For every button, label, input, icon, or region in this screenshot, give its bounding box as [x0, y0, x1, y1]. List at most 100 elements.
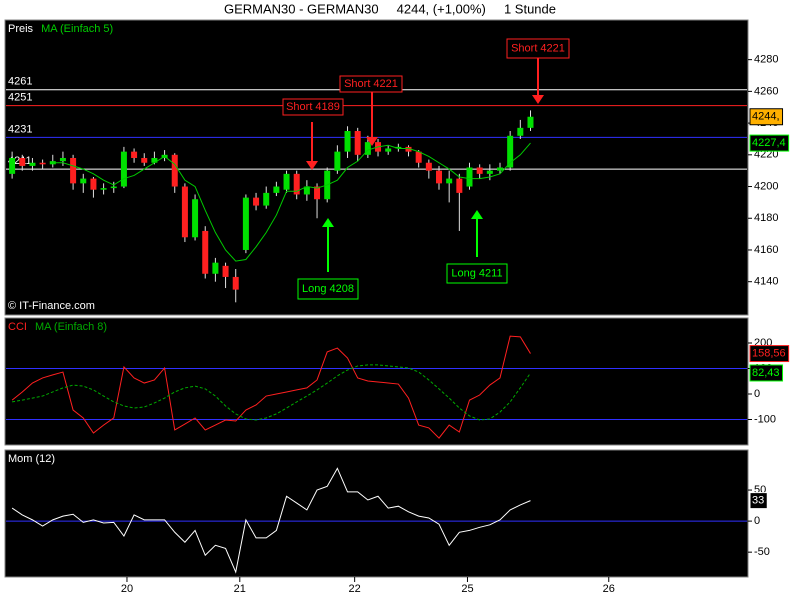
candle-body [9, 157, 16, 174]
candle-body [29, 162, 36, 166]
candle-body [507, 135, 514, 168]
candle-body [436, 170, 443, 184]
candle-body [486, 170, 493, 174]
value-badge-label: 33 [752, 495, 764, 507]
candle-body [110, 186, 117, 189]
legend-label: Mom (12) [8, 453, 55, 465]
series-line [11, 467, 531, 574]
value-badge [749, 492, 768, 510]
candle-body [283, 173, 290, 190]
candle-body [476, 167, 483, 174]
x-tick-label: 25 [461, 583, 473, 595]
legend-label: MA (Einfach 5) [41, 23, 113, 35]
candle-body [212, 262, 219, 274]
value-badge-label: 4227,4 [752, 137, 786, 149]
legend-label: MA (Einfach 8) [35, 321, 107, 333]
annotation-label: Long 4211 [451, 267, 502, 279]
candle-body [181, 186, 188, 238]
candle-body [456, 178, 463, 193]
candle-body [253, 197, 260, 206]
x-tick-label: 26 [603, 583, 615, 595]
candle-body [202, 230, 209, 274]
candle-body [334, 151, 341, 171]
candle-body [303, 186, 310, 195]
candle-body [344, 131, 351, 152]
annotation-label: Short 4221 [344, 78, 398, 90]
candle-body [80, 178, 87, 184]
value-badge [749, 134, 790, 152]
candle-body [466, 167, 473, 187]
candle-body [415, 151, 422, 163]
y-tick-label: 4160 [754, 244, 778, 256]
candle-body [192, 199, 199, 238]
y-tick-label: 4260 [754, 85, 778, 97]
legend-label: Preis [8, 23, 34, 35]
annotation-arrowhead [471, 210, 483, 219]
y-tick-label: 4180 [754, 212, 778, 224]
annotation-arrowhead [322, 218, 334, 227]
candle-body [19, 157, 26, 166]
candle-body [425, 162, 432, 171]
candle-body [59, 157, 66, 162]
series-line [12, 364, 531, 421]
annotation-arrowhead [366, 137, 378, 146]
candle-body [151, 157, 158, 163]
annotation-box [282, 98, 344, 116]
panel [4, 449, 749, 578]
chart-title: GERMAN30 - GERMAN30 4244, (+1,00%) 1 Stu… [224, 1, 556, 16]
candle-body [385, 148, 392, 152]
y-tick-label: 4220 [754, 149, 778, 161]
candle-body [314, 186, 321, 200]
x-tick-label: 22 [349, 583, 361, 595]
x-tick-label: 21 [234, 583, 246, 595]
candle-body [171, 154, 178, 187]
annotation-box [297, 278, 359, 300]
candle-body [120, 151, 127, 187]
candle-body [517, 127, 524, 136]
annotation-box [446, 263, 508, 284]
watermark: © IT-Finance.com [8, 300, 95, 312]
y-tick-label: -50 [754, 546, 770, 558]
y-tick-label: 0 [754, 388, 760, 400]
annotation-label: Short 4221 [511, 42, 565, 54]
candle-body [395, 146, 402, 149]
level-label: 4251 [8, 92, 32, 104]
candle-body [141, 157, 148, 163]
candle-body [232, 276, 239, 290]
annotation-arrowhead [532, 95, 544, 104]
series-line [52, 142, 531, 262]
y-tick-label: 4200 [754, 180, 778, 192]
value-badge [749, 364, 784, 382]
candle-body [496, 167, 503, 171]
candle-body [90, 178, 97, 190]
annotation-arrowhead [306, 161, 318, 170]
value-badge [749, 108, 784, 126]
legend-label: CCI [8, 321, 27, 333]
value-badge-label: 4244, [752, 111, 780, 123]
value-badge-label: 82,43 [752, 367, 780, 379]
candle-body [527, 116, 534, 128]
candle-body [293, 173, 300, 195]
candle-body [222, 265, 229, 277]
candle-body [39, 162, 46, 165]
candle-body [100, 188, 107, 190]
value-badge [749, 345, 790, 363]
value-badge-label: 158,56 [752, 347, 786, 359]
panel [4, 19, 749, 316]
y-tick-label: 0 [754, 515, 760, 527]
candle-body [70, 157, 77, 184]
candle-body [273, 186, 280, 193]
level-label: 4231 [8, 123, 32, 135]
candle-body [364, 142, 371, 155]
candle-body [354, 131, 361, 155]
y-tick-label: -100 [754, 413, 776, 425]
x-tick-label: 20 [121, 583, 133, 595]
level-label: 4261 [8, 76, 32, 88]
candle-body [446, 178, 453, 184]
series-line [11, 335, 531, 439]
y-tick-label: 4280 [754, 54, 778, 66]
y-tick-label: 4140 [754, 276, 778, 288]
candle-body [405, 146, 412, 152]
